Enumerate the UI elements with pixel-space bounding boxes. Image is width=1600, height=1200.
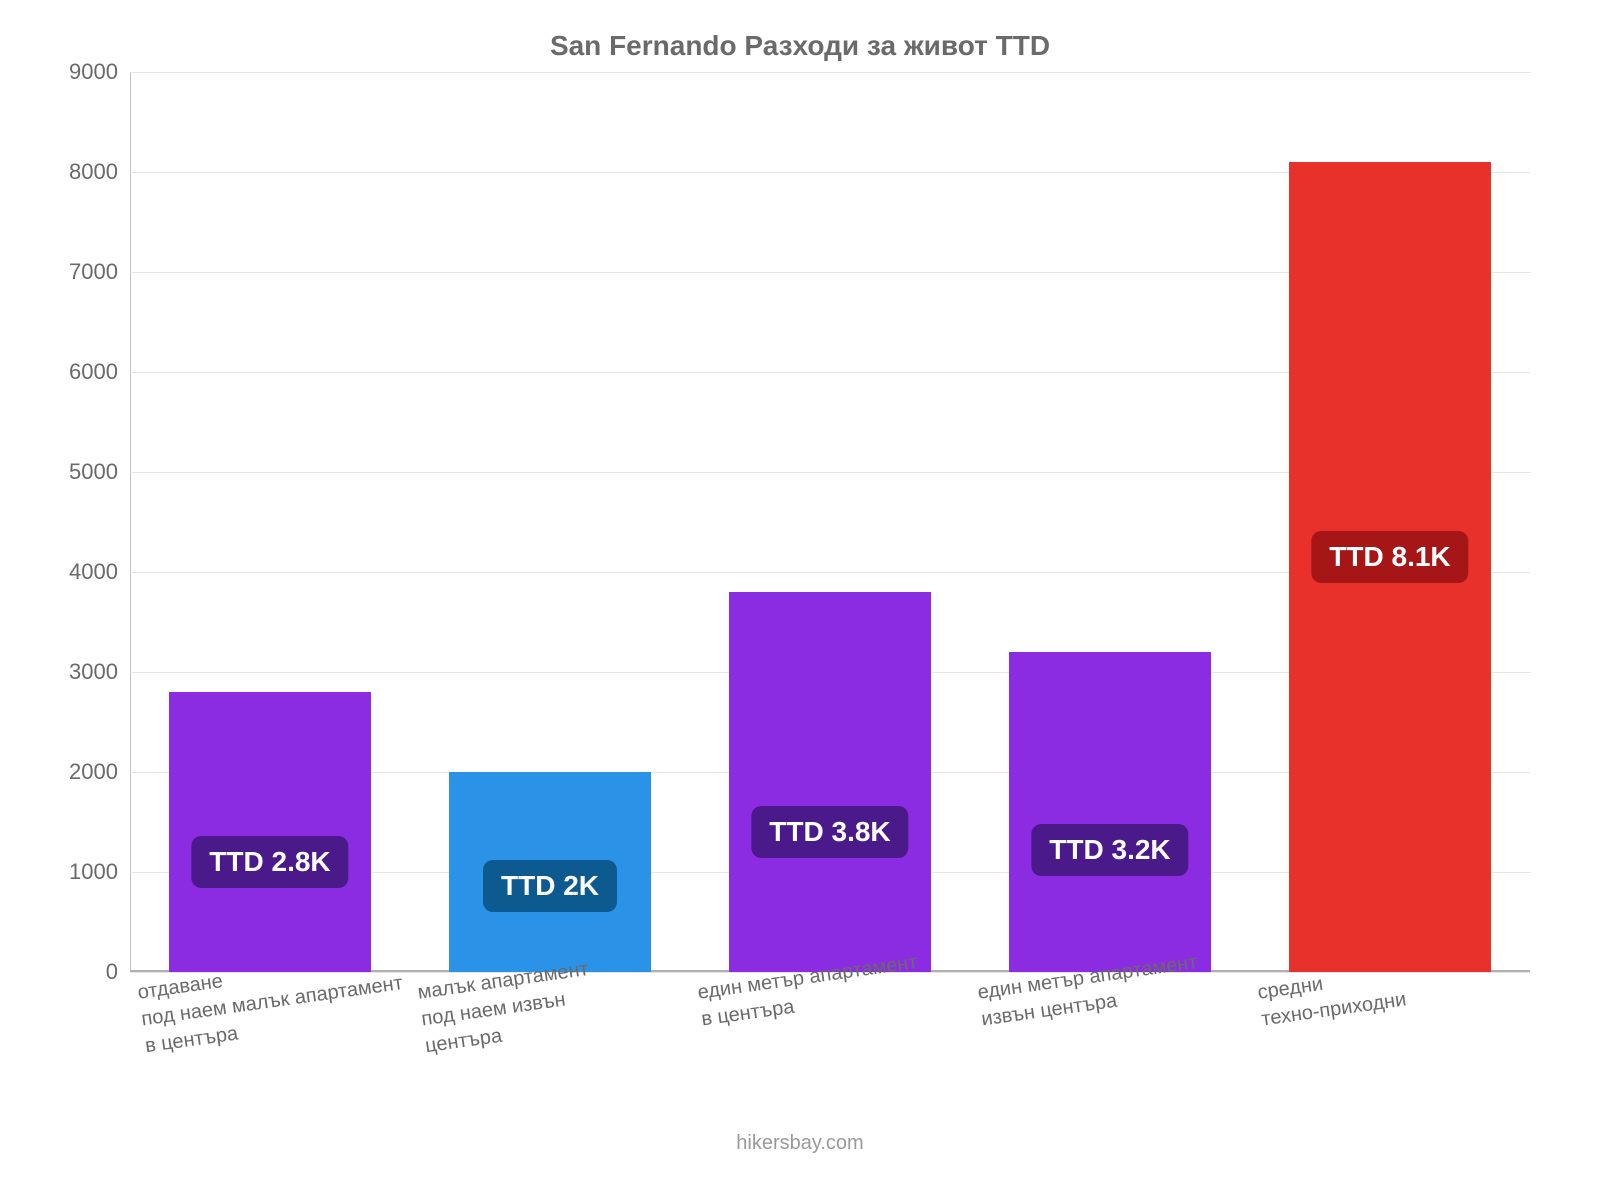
bar-value-label: TTD 8.1K <box>1311 531 1468 583</box>
bar: TTD 2K <box>449 772 651 972</box>
y-tick-label: 1000 <box>69 859 118 885</box>
attribution: hikersbay.com <box>40 1132 1560 1155</box>
y-tick-label: 9000 <box>69 59 118 85</box>
x-tick-label: малък апартамент под наем извън центъра <box>416 956 598 1060</box>
y-tick-label: 6000 <box>69 359 118 385</box>
x-labels-group: отдаване под наем малък апартамент в цен… <box>130 972 1530 1122</box>
plot-area: TTD 2.8KTTD 2KTTD 3.8KTTD 3.2KTTD 8.1K 0… <box>130 72 1530 972</box>
bar-value-label: TTD 2.8K <box>191 836 348 888</box>
bar-value-label: TTD 2K <box>483 860 617 912</box>
bars-group: TTD 2.8K TTD 2K TTD 3.8K TTD 3.2K TTD 8.1K <box>130 72 1530 972</box>
bar-value-label: TTD 3.8K <box>751 806 908 858</box>
bar: TTD 2.8K <box>169 692 371 972</box>
bar: TTD 8.1K <box>1289 162 1491 972</box>
bar-value-label: TTD 3.2K <box>1031 824 1188 876</box>
y-tick-label: 0 <box>106 959 118 985</box>
y-tick-label: 5000 <box>69 459 118 485</box>
chart-container: San Fernando Разходи за живот TTD TTD 2.… <box>0 0 1600 1200</box>
y-tick-label: 7000 <box>69 259 118 285</box>
chart-title: San Fernando Разходи за живот TTD <box>40 30 1560 62</box>
y-tick-label: 8000 <box>69 159 118 185</box>
y-tick-label: 2000 <box>69 759 118 785</box>
y-tick-label: 4000 <box>69 559 118 585</box>
bar: TTD 3.8K <box>729 592 931 972</box>
bar: TTD 3.2K <box>1009 652 1211 972</box>
y-tick-label: 3000 <box>69 659 118 685</box>
